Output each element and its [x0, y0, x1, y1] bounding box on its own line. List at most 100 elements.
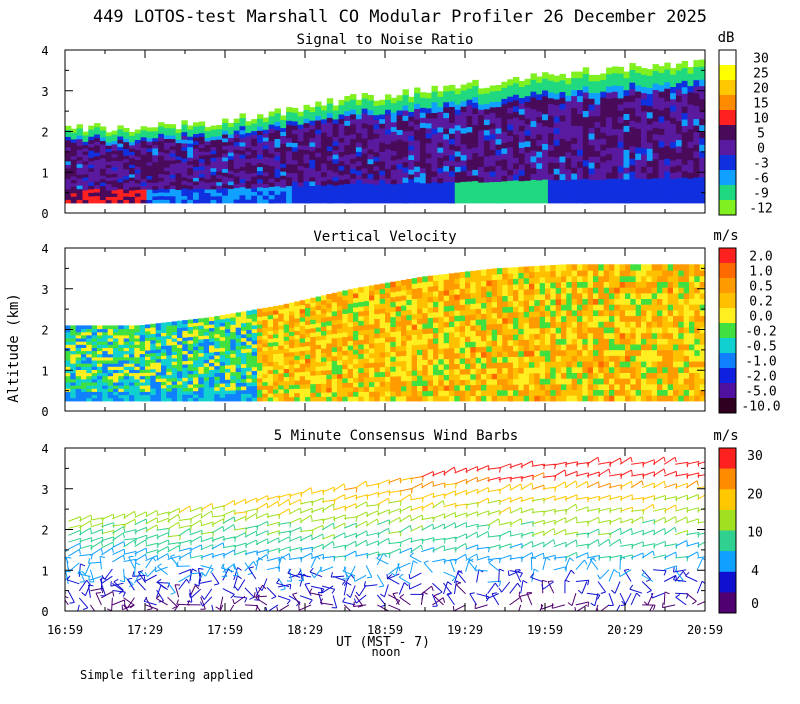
vertical-velocity-cell	[534, 361, 541, 368]
snr-cell	[489, 197, 497, 204]
vertical-velocity-cell	[555, 327, 562, 334]
vertical-velocity-cell	[235, 345, 242, 350]
vertical-velocity-cell	[283, 324, 290, 329]
snr-cell	[332, 180, 339, 186]
snr-cell	[513, 139, 520, 147]
vertical-velocity-cell	[390, 301, 397, 308]
snr-cell	[181, 191, 188, 196]
snr-cell	[431, 165, 438, 172]
vertical-velocity-cell	[577, 355, 583, 362]
snr-cell	[367, 148, 374, 155]
snr-cell	[658, 134, 665, 142]
vertical-velocity-cell	[225, 317, 231, 322]
vertical-velocity-cell	[417, 297, 423, 304]
snr-cell	[547, 86, 555, 93]
vertical-velocity-cell	[70, 391, 77, 396]
snr-cell	[251, 138, 258, 143]
snr-cell	[367, 163, 374, 170]
vertical-velocity-cell	[331, 315, 338, 321]
snr-cell	[449, 111, 456, 118]
snr-cell	[280, 171, 287, 176]
snr-cell	[216, 181, 223, 186]
vertical-velocity-cell	[593, 304, 599, 311]
snr-cell	[187, 171, 194, 176]
snr-cell	[198, 147, 206, 152]
snr-cell	[105, 145, 113, 149]
vertical-velocity-cell	[321, 387, 327, 393]
snr-cell	[175, 176, 182, 180]
vertical-velocity-cell	[235, 312, 242, 317]
snr-cell	[105, 167, 113, 172]
vertical-velocity-cell	[155, 332, 162, 337]
snr-cell	[303, 162, 310, 168]
snr-cell	[268, 157, 275, 162]
snr-cell	[315, 106, 322, 112]
snr-cell	[681, 170, 689, 178]
snr-cell	[478, 150, 485, 157]
vertical-velocity-cell	[358, 301, 365, 307]
snr-cell	[454, 192, 462, 199]
snr-cell	[361, 117, 369, 124]
snr-cell	[466, 186, 473, 193]
vertical-velocity-cell	[587, 349, 594, 356]
snr-cell	[309, 107, 316, 112]
vertical-velocity-cell	[438, 332, 445, 339]
vertical-velocity-cell	[262, 350, 269, 355]
snr-cell	[187, 167, 194, 172]
snr-cell	[88, 171, 95, 176]
snr-cell	[483, 134, 491, 141]
vertical-velocity-cell	[177, 364, 183, 368]
snr-cell	[559, 85, 566, 92]
vertical-velocity-cell	[353, 344, 359, 350]
vertical-velocity-cell	[459, 395, 466, 402]
vertical-velocity-cell	[513, 356, 519, 363]
snr-cell	[513, 128, 520, 135]
vertical-velocity-cell	[150, 365, 157, 370]
snr-cell	[309, 111, 316, 117]
snr-cell	[111, 199, 118, 204]
snr-cell	[222, 156, 229, 162]
snr-cell	[123, 185, 130, 190]
snr-cell	[658, 184, 665, 191]
snr-cell	[664, 139, 671, 147]
vertical-velocity-cell	[582, 383, 589, 390]
vertical-velocity-cell	[129, 350, 135, 355]
vertical-velocity-cell	[171, 361, 178, 365]
snr-cell	[193, 140, 200, 145]
vertical-velocity-cell	[198, 335, 205, 340]
vertical-velocity-cell	[219, 347, 226, 352]
vertical-velocity-cell	[459, 341, 466, 348]
vertical-velocity-cell	[523, 361, 530, 368]
snr-cell	[664, 158, 671, 166]
vertical-velocity-cell	[401, 320, 407, 326]
vertical-velocity-cell	[337, 314, 343, 320]
vertical-velocity-cell	[145, 349, 151, 354]
vertical-velocity-cell	[539, 305, 546, 312]
vertical-velocity-cell	[587, 383, 594, 390]
snr-cell	[530, 91, 537, 98]
vertical-velocity-cell	[593, 326, 599, 334]
snr-cell	[204, 185, 211, 190]
vertical-velocity-cell	[550, 321, 557, 328]
snr-cell	[571, 155, 578, 162]
vertical-velocity-cell	[561, 270, 567, 277]
snr-cell	[291, 189, 299, 195]
snr-cell	[111, 130, 118, 135]
snr-cell	[577, 137, 584, 144]
vertical-velocity-cell	[390, 311, 397, 318]
snr-cell	[286, 115, 293, 121]
snr-cell	[611, 165, 619, 173]
vertical-velocity-cell	[433, 296, 439, 302]
snr-cell	[198, 140, 206, 145]
snr-cell	[315, 170, 322, 176]
snr-cell	[425, 192, 433, 199]
vertical-velocity-cell	[454, 368, 461, 375]
vertical-velocity-cell	[630, 304, 637, 311]
snr-cell	[623, 125, 630, 132]
snr-cell	[565, 168, 572, 176]
snr-cell	[507, 84, 514, 92]
vertical-velocity-cell	[411, 293, 418, 300]
snr-cell	[472, 158, 479, 165]
vertical-velocity-cell	[550, 276, 557, 283]
snr-cell	[559, 79, 566, 87]
